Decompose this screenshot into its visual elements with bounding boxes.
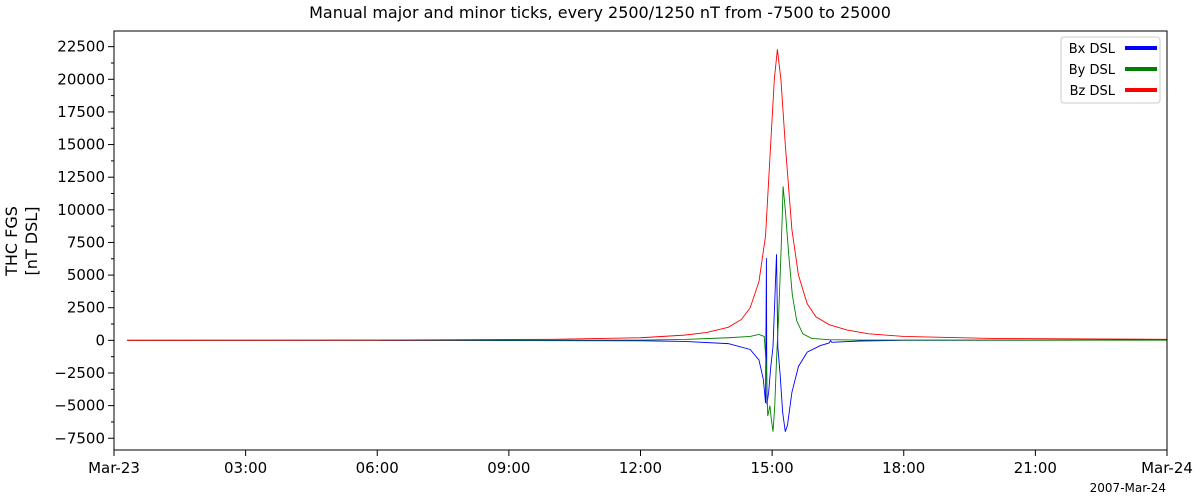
series-line-bx-dsl xyxy=(127,254,1167,432)
x-tick-label: 18:00 xyxy=(882,459,925,477)
y-tick-label: 22500 xyxy=(57,38,105,56)
legend-label: Bx DSL xyxy=(1069,42,1116,57)
x-tick-label: Mar-23 xyxy=(88,459,140,477)
y-tick-label: −2500 xyxy=(54,364,105,382)
legend-label: By DSL xyxy=(1069,63,1116,78)
legend-box xyxy=(1060,36,1161,104)
x-tick-label: 15:00 xyxy=(751,459,794,477)
y-tick-label: −5000 xyxy=(54,397,105,415)
x-tick-label: 03:00 xyxy=(224,459,267,477)
plot-frame xyxy=(113,30,1168,451)
y-tick-label: −7500 xyxy=(54,429,105,447)
y-axis-label: THC FGS [nT DSL] xyxy=(2,206,41,277)
y-axis: −7500 −5000 −2500 0 2500 5000 7500 10000 12500 15… xyxy=(54,38,114,447)
y-axis-label-line-2: [nT DSL] xyxy=(22,207,41,276)
y-tick-label: 12500 xyxy=(57,168,105,186)
y-tick-label: 15000 xyxy=(57,136,105,154)
x-tick-label: Mar-24 xyxy=(1141,459,1193,477)
y-tick-label: 20000 xyxy=(57,70,105,88)
series-group xyxy=(127,49,1167,432)
series-line-by-dsl xyxy=(127,186,1167,432)
series-line-bz-dsl xyxy=(127,49,1167,341)
x-tick-label: 09:00 xyxy=(487,459,530,477)
legend-label: Bz DSL xyxy=(1070,84,1116,99)
y-tick-label: 0 xyxy=(95,331,105,349)
y-tick-label: 10000 xyxy=(57,201,105,219)
x-axis: Mar-23 03:00 06:00 09:00 12:00 15:00 18:00 21:0… xyxy=(88,450,1193,477)
x-tick-label: 21:00 xyxy=(1014,459,1057,477)
x-tick-label: 06:00 xyxy=(356,459,399,477)
y-tick-label: 2500 xyxy=(67,299,105,317)
legend: Bx DSL By DSL Bz DSL xyxy=(1060,36,1161,104)
chart-title: Manual major and minor ticks, every 2500… xyxy=(309,3,891,22)
y-axis-label-line-1: THC FGS xyxy=(2,206,21,277)
date-label: 2007-Mar-24 xyxy=(1090,481,1166,495)
y-tick-label: 17500 xyxy=(57,103,105,121)
y-tick-label: 5000 xyxy=(67,266,105,284)
y-tick-label: 7500 xyxy=(67,233,105,251)
x-tick-label: 12:00 xyxy=(619,459,662,477)
